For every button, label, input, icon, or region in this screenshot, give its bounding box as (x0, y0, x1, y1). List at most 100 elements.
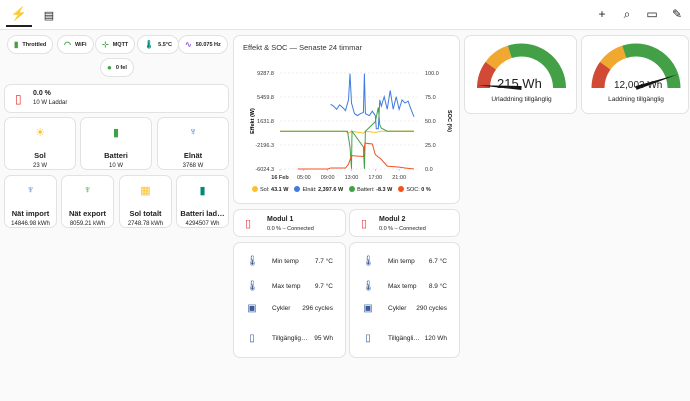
battery-charging-icon: ▮ (112, 127, 120, 139)
gauge-card-charge[interactable]: 12,003 Wh Laddning tillgänglig (581, 35, 689, 114)
tab-energy[interactable]: ⚡ (6, 3, 32, 27)
battery-alert-icon: ▯ (361, 218, 368, 230)
module-1-max-temp[interactable]: 🌡︎ Max temp 9.7 °C (246, 281, 333, 292)
gauge-needle (477, 85, 522, 90)
power-soc-chart: 9287.8 100.0 5459.8 75.0 1631.8 50.0 -2196.3 25… (250, 71, 452, 181)
chip-frequency[interactable]: ∿ 50.075 Hz (178, 35, 228, 54)
solar-power-icon: ☀ (35, 127, 45, 139)
y-tick-label: 1631.8 (257, 119, 274, 125)
module-2-cycles[interactable]: ▣ Cykler 290 cycles (363, 303, 447, 314)
alert-circle-icon: ● (107, 63, 112, 72)
wifi-icon: ◠ (64, 40, 71, 49)
gauge-segment-orange (599, 45, 627, 70)
gauge-segment-orange (485, 45, 513, 70)
y-tick-label: -2196.3 (255, 143, 274, 149)
module-2-available[interactable]: ▯ Tillgängli… 120 Wh (350, 333, 459, 344)
chat-icon[interactable]: ▭ (646, 7, 658, 21)
series-line-soc (297, 142, 415, 170)
counter-icon: ▣ (247, 303, 257, 314)
y-tick-label: 9287.8 (257, 71, 274, 77)
discharge-gauge (477, 43, 566, 90)
y-axis-label: Effekt (W) (250, 108, 256, 134)
x-tick-label: 05:00 (297, 175, 311, 181)
thermometer-icon: 🌡︎ (246, 281, 259, 292)
battery-outline-icon: ▯ (249, 333, 255, 344)
thermometer-icon: 🌡︎ (246, 256, 259, 267)
module-1-card[interactable]: ▯ Modul 1 0.0 % – Connected (233, 209, 346, 237)
y2-tick-label: 100.0 (425, 71, 439, 77)
chip-mqtt[interactable]: ⊹ MQTT (95, 35, 136, 54)
y2-tick-label: 25.0 (425, 143, 436, 149)
mqtt-icon: ⊹ (102, 40, 109, 49)
x-tick-label: 17:00 (368, 175, 382, 181)
battery-alert-icon: ▯ (245, 218, 252, 230)
chip-temperature[interactable]: 🌡︎ 5.5°C (137, 35, 179, 54)
lightning-icon: ⚡ (10, 6, 28, 21)
tower-export-icon: ♆ (83, 184, 92, 196)
tower-import-icon: ♆ (26, 184, 35, 196)
series-line-elnät (330, 73, 415, 130)
tab-dashboard[interactable]: ▤ (36, 3, 62, 27)
module-2-details: 🌡︎ Min temp 6.7 °C 🌡︎ Max temp 8.9 °C ▣ Cykle… (349, 242, 460, 358)
module-2-max-temp[interactable]: 🌡︎ Max temp 8.9 °C (362, 281, 447, 292)
x-tick-label: 09:00 (321, 175, 335, 181)
y-tick-label: -6024.3 (255, 167, 274, 173)
chart-title: Effekt & SOC — Senaste 24 timmar (243, 43, 363, 52)
module-1-min-temp[interactable]: 🌡︎ Min temp 7.7 °C (246, 256, 333, 267)
tile-batteri-laddat[interactable]: ▮ Batteri lad… 4294507 Wh (176, 175, 229, 228)
gauge-card-discharge[interactable]: 215 Wh Urladdning tillgänglig (464, 35, 577, 114)
series-line-batteri (280, 107, 415, 169)
thermometer-icon: 🌡︎ (362, 281, 375, 292)
legend-soc[interactable]: SOC: 0 % (398, 186, 431, 193)
plus-icon[interactable]: + (598, 7, 606, 21)
sine-wave-icon: ∿ (185, 40, 192, 49)
tile-batteri[interactable]: ▮ Batteri 10 W (80, 117, 152, 170)
chart-legend: Sol: 43.1 W Elnät: 2,397.6 W Batteri: -8… (252, 186, 431, 193)
search-icon[interactable]: ⌕ (623, 7, 631, 21)
x-tick-label: 21:00 (392, 175, 406, 181)
tile-elnat[interactable]: ♆ Elnät 3768 W (157, 117, 229, 170)
battery-outline-icon: ▯ (365, 333, 371, 344)
legend-elnat[interactable]: Elnät: 2,397.6 W (294, 186, 343, 193)
solar-panel-icon: ▦ (140, 185, 151, 197)
module-1-details: 🌡︎ Min temp 7.7 °C 🌡︎ Max temp 9.7 °C ▣ Cykle… (233, 242, 346, 358)
gauge-segment-red (591, 61, 611, 89)
tile-sol-totalt[interactable]: ▦ Sol totalt 2748.78 kWh (119, 175, 172, 228)
counter-icon: ▣ (363, 303, 373, 314)
gauge-segment-red (477, 61, 497, 89)
y2-tick-label: 75.0 (425, 95, 436, 101)
thermometer-icon: 🌡︎ (144, 40, 155, 49)
gauge-needle (635, 74, 678, 90)
series-line-sol (280, 130, 415, 134)
x-tick-label: 16 Feb (271, 175, 289, 181)
chart-card: Effekt & SOC — Senaste 24 timmar 9287.8 1… (233, 35, 460, 204)
charge-gauge (591, 43, 681, 90)
battery-alert-icon: ▯ (15, 92, 22, 106)
gauge-segment-green (622, 43, 681, 89)
thermometer-icon: 🌡︎ (362, 256, 375, 267)
legend-batteri[interactable]: Batteri: -8.3 W (349, 186, 392, 193)
tile-sol[interactable]: ☀ Sol 23 W (4, 117, 76, 170)
y-tick-label: 5459.8 (257, 95, 274, 101)
dashboard-panel-icon: ▤ (43, 9, 55, 22)
chip-errors[interactable]: ● 0 fel (100, 58, 134, 77)
tile-nat-import[interactable]: ♆ Nät import 14846.98 kWh (4, 175, 57, 228)
pencil-icon[interactable]: ✎ (671, 7, 683, 21)
x-tick-label: 13:00 (345, 175, 359, 181)
battery-status-card[interactable]: ▯ 0.0 % 10 W Laddar (4, 84, 229, 113)
module-2-min-temp[interactable]: 🌡︎ Min temp 6.7 °C (362, 256, 447, 267)
module-1-cycles[interactable]: ▣ Cykler 296 cycles (247, 303, 333, 314)
chip-throttled[interactable]: ▮ Throttled (7, 35, 54, 54)
battery-icon: ▮ (14, 40, 19, 49)
gauge-segment-green (507, 43, 566, 89)
legend-sol[interactable]: Sol: 43.1 W (252, 186, 288, 193)
module-1-available[interactable]: ▯ Tillgänglig… 95 Wh (234, 333, 345, 344)
module-2-card[interactable]: ▯ Modul 2 0.0 % – Connected (349, 209, 460, 237)
battery-plus-icon: ▮ (199, 185, 206, 197)
y2-tick-label: 50.0 (425, 119, 436, 125)
chip-wifi[interactable]: ◠ WiFi (57, 35, 94, 54)
top-bar: ⚡ ▤ + ⌕ ▭ ✎ (0, 0, 690, 30)
tile-nat-export[interactable]: ♆ Nät export 8059.21 kWh (61, 175, 114, 228)
y2-axis-label: SOC (%) (446, 110, 452, 132)
y2-tick-label: 0.0 (425, 167, 433, 173)
